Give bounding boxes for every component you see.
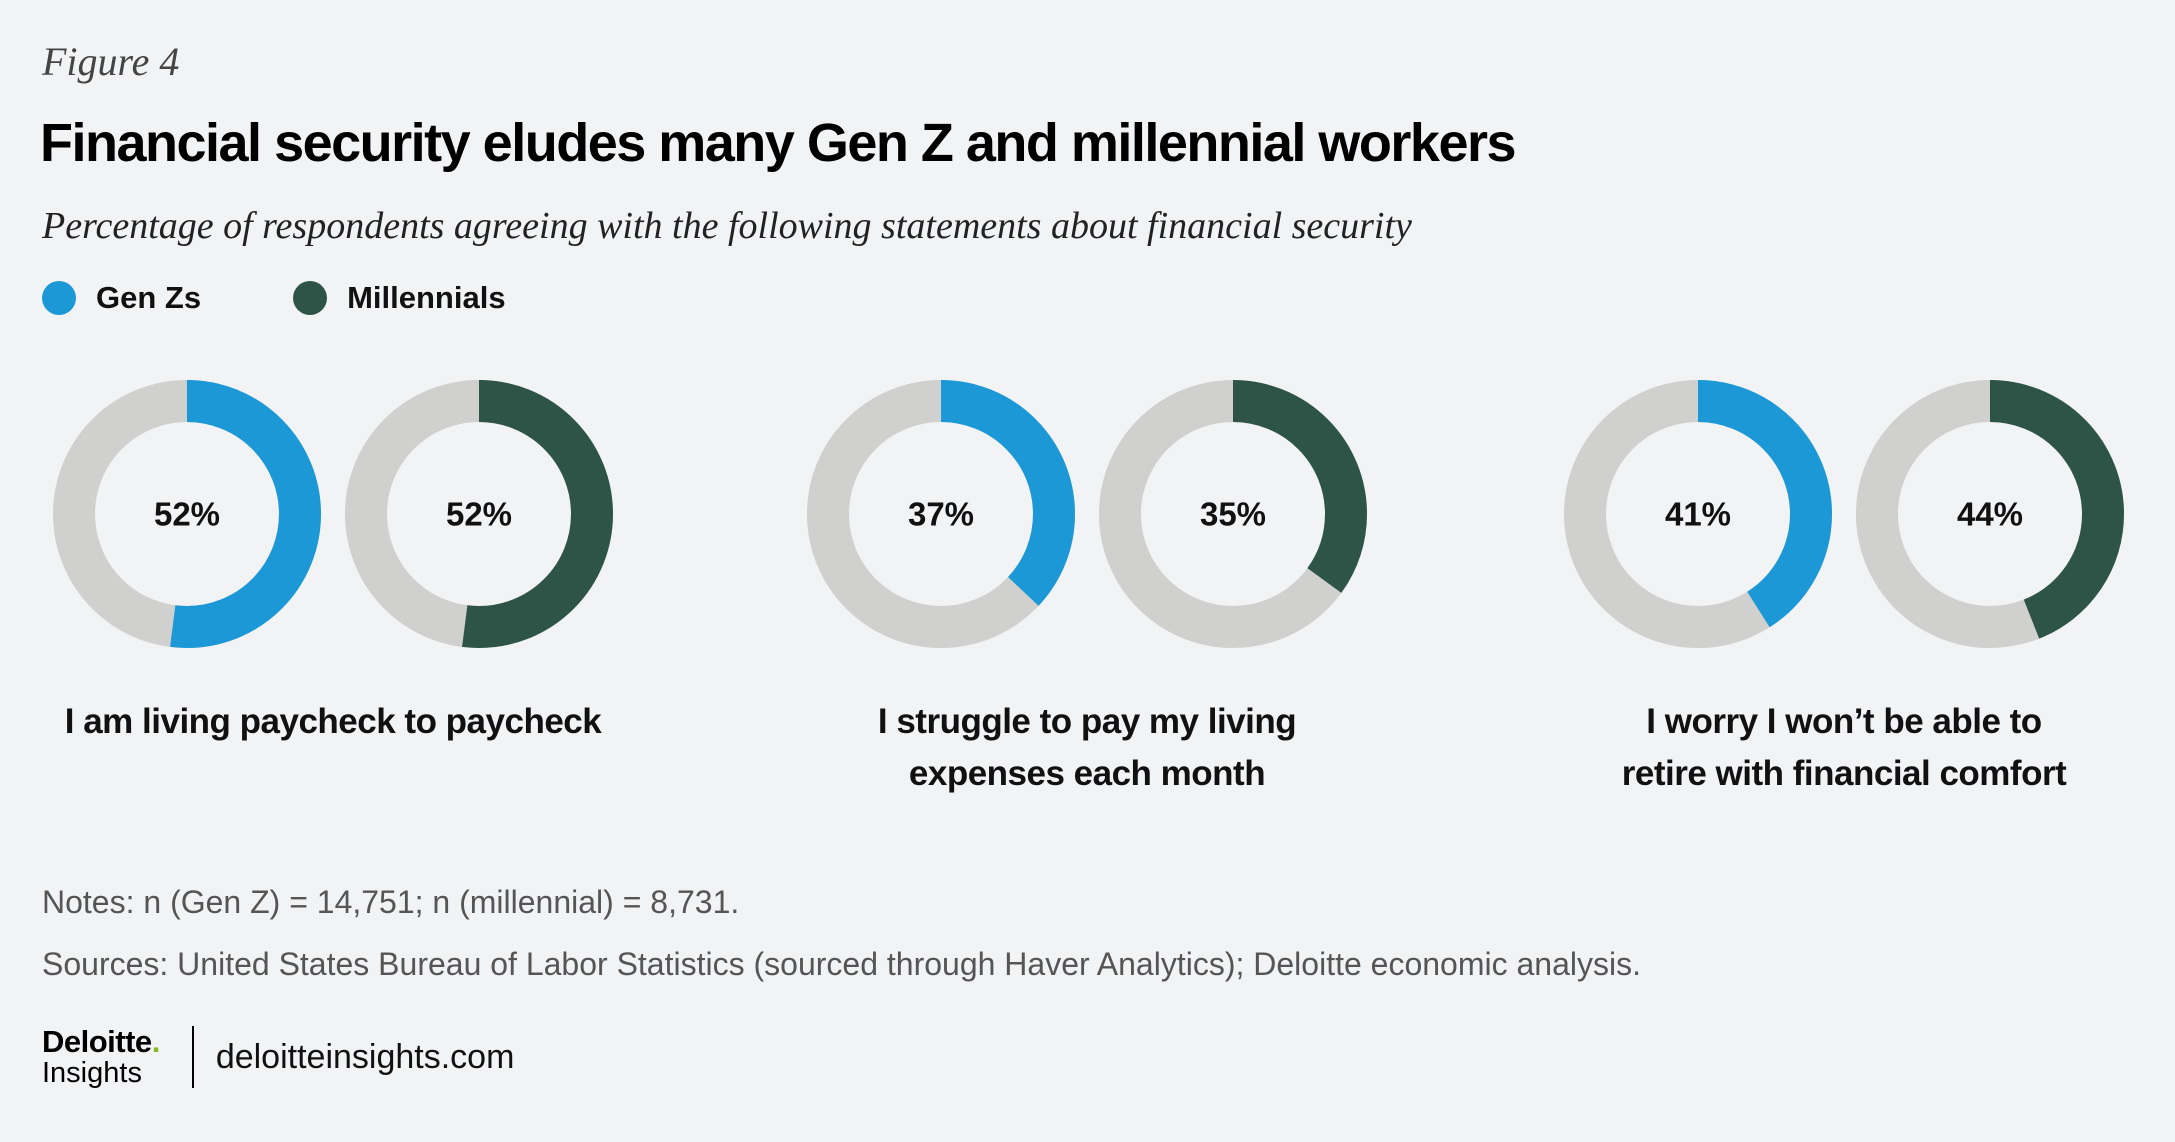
legend-swatch-millennial (293, 281, 328, 315)
legend-swatch-genz (42, 281, 76, 315)
chart-caption-3: I worry I won’t be able to retire with fi… (1534, 696, 2154, 800)
donut-genz-2: 37% (807, 380, 1075, 648)
legend-label-millennial: Millennials (347, 280, 506, 315)
data-label-millennial: 52% (446, 496, 512, 533)
notes: Notes: n (Gen Z) = 14,751; n (millennial… (42, 884, 740, 920)
site-link[interactable]: deloitteinsights.com (215, 1037, 515, 1076)
figure-label: Figure 4 (42, 39, 180, 84)
legend-label-genz: Gen Zs (96, 280, 202, 315)
data-label-genz: 41% (1665, 496, 1731, 533)
legend-item-millennial: Millennials (293, 280, 506, 316)
sources: Sources: United States Bureau of Labor S… (42, 946, 1641, 982)
chart-caption-line: I am living paycheck to paycheck (64, 702, 602, 741)
legend-item-genz: Gen Zs (42, 280, 201, 316)
data-label-millennial: 44% (1957, 496, 2023, 533)
donut-millennial-3: 44% (1856, 380, 2124, 648)
footer-divider (191, 1026, 194, 1088)
logo-dot: . (151, 1024, 161, 1059)
data-label-genz: 52% (154, 496, 220, 533)
legend: Gen Zs Millennials (42, 280, 598, 316)
donut-arc-millennial (1856, 380, 2124, 648)
logo-wordmark-text: Deloitte (42, 1024, 152, 1059)
chart-caption-line: I struggle to pay my living (877, 702, 1297, 741)
data-label-genz: 37% (908, 496, 974, 533)
donut-millennial-1: 52% (345, 380, 613, 648)
donut-arc-genz (1564, 380, 1832, 648)
donut-arc-millennial (1099, 380, 1367, 648)
chart-caption-line: retire with financial comfort (1621, 754, 2067, 793)
donut-arc-genz (807, 380, 1075, 648)
logo-wordmark: Deloitte. (42, 1026, 160, 1057)
chart-caption-line: expenses each month (908, 754, 1266, 793)
chart-title: Financial security eludes many Gen Z and… (40, 113, 1517, 173)
donut-charts: 52% 52% I am living paycheck to paycheck 37… (0, 380, 2175, 800)
chart-caption-line: I worry I won’t be able to (1646, 702, 2042, 741)
donut-genz-3: 41% (1564, 380, 1832, 648)
donut-genz-1: 52% (53, 380, 321, 648)
donut-arc-millennial (345, 380, 613, 648)
footer: Deloitte. Insights deloitteinsights.com (42, 1026, 514, 1088)
donut-arc-genz (53, 380, 321, 648)
chart-subtitle: Percentage of respondents agreeing with … (42, 205, 1412, 247)
donut-millennial-2: 35% (1099, 380, 1367, 648)
data-label-millennial: 35% (1200, 496, 1266, 533)
chart-caption-1: I am living paycheck to paycheck (23, 696, 643, 748)
deloitte-insights-logo: Deloitte. Insights (42, 1026, 160, 1088)
logo-insights: Insights (42, 1057, 142, 1089)
chart-caption-2: I struggle to pay my living expenses each… (777, 696, 1397, 800)
